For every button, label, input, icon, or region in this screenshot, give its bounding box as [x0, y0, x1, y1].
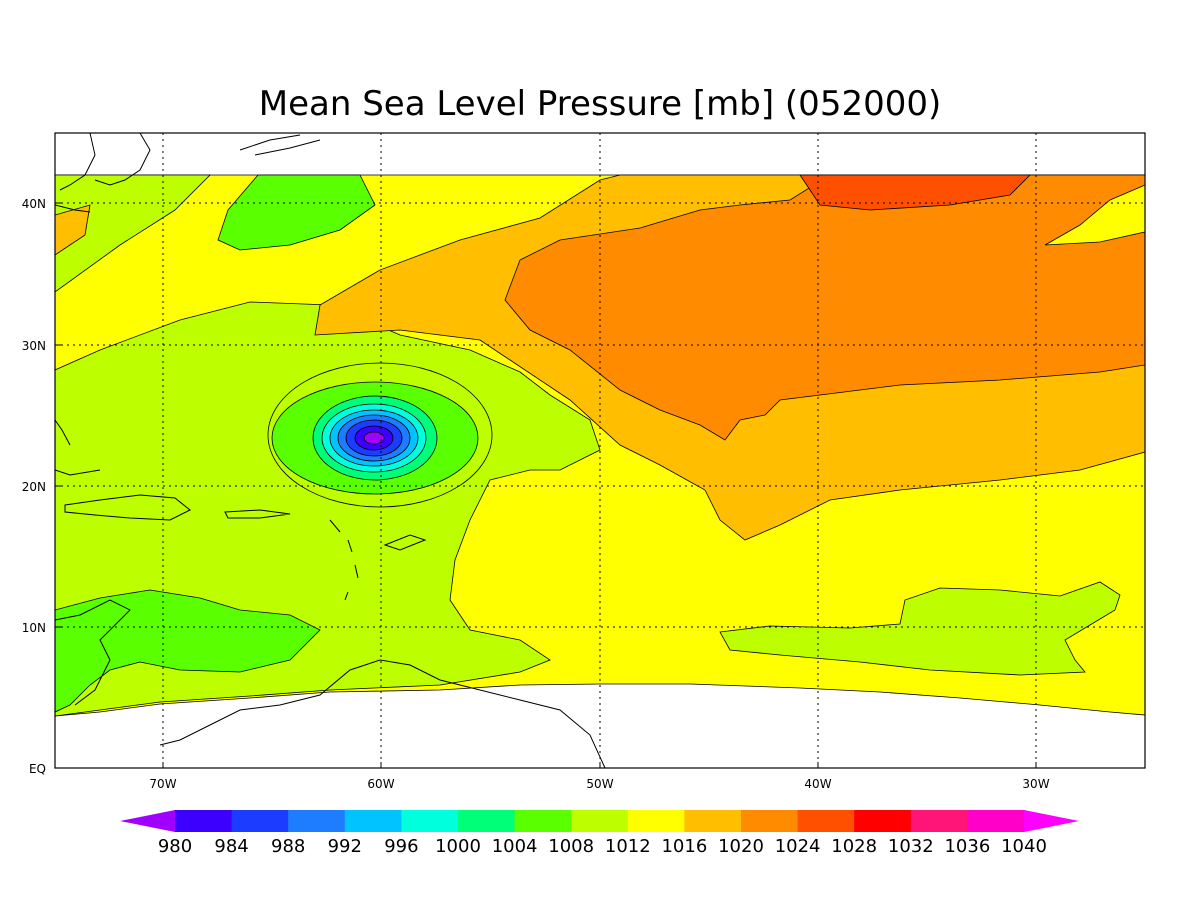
colorbar-swatch — [684, 810, 742, 832]
colorbar-swatch — [967, 810, 1025, 832]
colorbar-swatch — [514, 810, 572, 832]
plot-area — [55, 133, 1145, 768]
band-1008-southwest — [55, 589, 321, 713]
south-america-coast — [159, 659, 606, 768]
axis-ticks — [55, 202, 1037, 769]
colorbar-swatch — [458, 810, 516, 832]
band-1016-east-tongue — [1044, 184, 1145, 246]
band-1024-east — [504, 174, 1145, 441]
y-tick-label: 40N — [22, 197, 46, 211]
band-1008-north — [217, 174, 376, 251]
map-title: Mean Sea Level Pressure [mb] (052000) — [259, 84, 942, 124]
coastlines — [55, 133, 606, 768]
x-axis-labels: 70W 60W 50W 40W 30W — [149, 777, 1049, 791]
colorbar-swatch — [627, 810, 685, 832]
graticule — [55, 133, 1145, 768]
colorbar-label: 992 — [328, 836, 362, 857]
colorbar-label: 1032 — [888, 836, 934, 857]
y-tick-label: EQ — [29, 762, 46, 776]
hurricane-low — [267, 362, 493, 508]
colorbar-label: 1000 — [435, 836, 481, 857]
colorbar-swatch — [571, 810, 629, 832]
colorbar-label: 1008 — [548, 836, 594, 857]
band-1028-northeast — [799, 174, 1031, 211]
x-tick-label: 60W — [367, 777, 394, 791]
colorbar-swatch — [401, 810, 459, 832]
colorbar-left-arrow — [120, 810, 175, 832]
colorbar-label: 1028 — [831, 836, 877, 857]
hispaniola-cuba — [64, 494, 291, 521]
colorbar-label: 984 — [214, 836, 248, 857]
x-tick-label: 50W — [586, 777, 613, 791]
colorbar-swatch — [344, 810, 402, 832]
colorbar-label: 1016 — [661, 836, 707, 857]
contour-976 — [363, 431, 385, 445]
band-1012-east-patch — [719, 581, 1121, 676]
colorbar-label: 1040 — [1001, 836, 1047, 857]
y-axis-labels: EQ 10N 20N 30N 40N — [22, 197, 46, 776]
x-tick-label: 30W — [1022, 777, 1049, 791]
colorbar-label: 1020 — [718, 836, 764, 857]
colorbar-swatch — [910, 810, 968, 832]
x-tick-label: 40W — [804, 777, 831, 791]
colorbar-label: 996 — [384, 836, 418, 857]
colorbar-swatch — [288, 810, 346, 832]
gulf-coast — [55, 419, 101, 476]
colorbar-label: 1024 — [775, 836, 821, 857]
colorbar-swatch — [741, 810, 799, 832]
north-america-coast — [55, 133, 321, 213]
colorbar-right-arrow — [1024, 810, 1079, 832]
colorbar-label: 1004 — [492, 836, 538, 857]
colorbar: 980 984 988 992 996 1000 1004 1008 1012 1016 1020 1… — [120, 810, 1079, 857]
colorbar-label: 988 — [271, 836, 305, 857]
colorbar-swatch — [797, 810, 855, 832]
central-america-coast — [55, 599, 131, 706]
colorbar-swatch — [175, 810, 233, 832]
colorbar-label: 1036 — [944, 836, 990, 857]
lesser-antilles — [329, 519, 427, 601]
x-tick-label: 70W — [149, 777, 176, 791]
colorbar-swatch — [854, 810, 912, 832]
y-tick-label: 10N — [22, 621, 46, 635]
y-tick-label: 30N — [22, 339, 46, 353]
y-tick-label: 20N — [22, 480, 46, 494]
colorbar-label: 1012 — [605, 836, 651, 857]
colorbar-swatch — [231, 810, 289, 832]
colorbar-label: 980 — [158, 836, 192, 857]
